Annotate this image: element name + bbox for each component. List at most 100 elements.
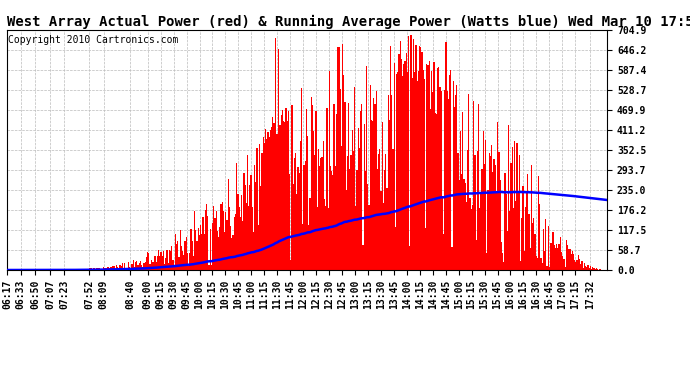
Bar	[440, 91, 442, 270]
Bar	[111, 267, 112, 270]
Bar	[199, 235, 200, 270]
Bar	[202, 217, 204, 270]
Bar	[593, 268, 595, 270]
Bar	[509, 211, 511, 270]
Bar	[237, 194, 239, 270]
Bar	[412, 78, 413, 270]
Bar	[212, 223, 213, 270]
Bar	[163, 251, 164, 270]
Bar	[135, 262, 136, 270]
Bar	[158, 250, 159, 270]
Bar	[396, 74, 397, 270]
Bar	[218, 237, 219, 270]
Bar	[168, 250, 170, 270]
Bar	[515, 201, 516, 270]
Bar	[279, 126, 281, 270]
Bar	[393, 149, 394, 270]
Bar	[242, 221, 244, 270]
Bar	[304, 165, 305, 270]
Bar	[267, 132, 268, 270]
Bar	[365, 171, 366, 270]
Bar	[322, 157, 323, 270]
Bar	[224, 232, 225, 270]
Bar	[446, 91, 448, 270]
Bar	[375, 91, 377, 270]
Bar	[436, 114, 437, 270]
Bar	[288, 111, 289, 270]
Bar	[404, 61, 406, 270]
Bar	[189, 253, 190, 270]
Bar	[339, 89, 341, 270]
Bar	[146, 257, 147, 270]
Bar	[207, 216, 208, 270]
Bar	[241, 195, 242, 270]
Bar	[548, 226, 549, 270]
Bar	[591, 269, 592, 270]
Bar	[246, 203, 247, 270]
Bar	[341, 146, 342, 270]
Bar	[309, 198, 310, 270]
Bar	[422, 70, 424, 270]
Bar	[193, 256, 194, 270]
Bar	[236, 163, 237, 270]
Bar	[474, 155, 475, 270]
Bar	[126, 268, 128, 270]
Bar	[563, 259, 564, 270]
Bar	[129, 267, 130, 270]
Bar	[105, 268, 106, 270]
Bar	[342, 44, 343, 270]
Bar	[291, 105, 293, 270]
Bar	[578, 255, 579, 270]
Bar	[136, 261, 137, 270]
Bar	[589, 268, 590, 270]
Bar	[357, 128, 359, 270]
Bar	[121, 263, 123, 270]
Bar	[531, 165, 532, 270]
Bar	[265, 129, 266, 270]
Bar	[264, 142, 265, 270]
Bar	[597, 269, 598, 270]
Bar	[225, 213, 226, 270]
Bar	[282, 110, 283, 270]
Bar	[221, 202, 223, 270]
Bar	[293, 184, 294, 270]
Bar	[516, 144, 518, 270]
Bar	[164, 264, 165, 270]
Bar	[155, 262, 157, 270]
Bar	[354, 87, 355, 270]
Bar	[568, 249, 569, 270]
Bar	[454, 106, 455, 270]
Bar	[310, 97, 312, 270]
Bar	[527, 174, 529, 270]
Bar	[492, 172, 493, 270]
Bar	[290, 260, 291, 270]
Bar	[386, 188, 388, 270]
Bar	[318, 149, 319, 270]
Bar	[226, 220, 228, 270]
Bar	[466, 202, 467, 270]
Bar	[579, 259, 580, 270]
Bar	[489, 153, 490, 270]
Bar	[83, 269, 84, 270]
Bar	[543, 230, 544, 270]
Bar	[150, 260, 152, 270]
Bar	[283, 121, 284, 270]
Bar	[208, 265, 210, 270]
Bar	[395, 227, 396, 270]
Bar	[478, 104, 479, 270]
Bar	[115, 269, 116, 270]
Bar	[542, 263, 543, 270]
Bar	[255, 182, 257, 270]
Bar	[451, 247, 453, 270]
Bar	[123, 269, 124, 270]
Bar	[257, 148, 258, 270]
Bar	[453, 81, 454, 270]
Bar	[276, 134, 277, 270]
Bar	[116, 265, 117, 270]
Bar	[301, 88, 302, 270]
Bar	[538, 176, 540, 270]
Bar	[77, 269, 79, 270]
Bar	[438, 67, 440, 270]
Bar	[320, 158, 322, 270]
Bar	[79, 269, 81, 270]
